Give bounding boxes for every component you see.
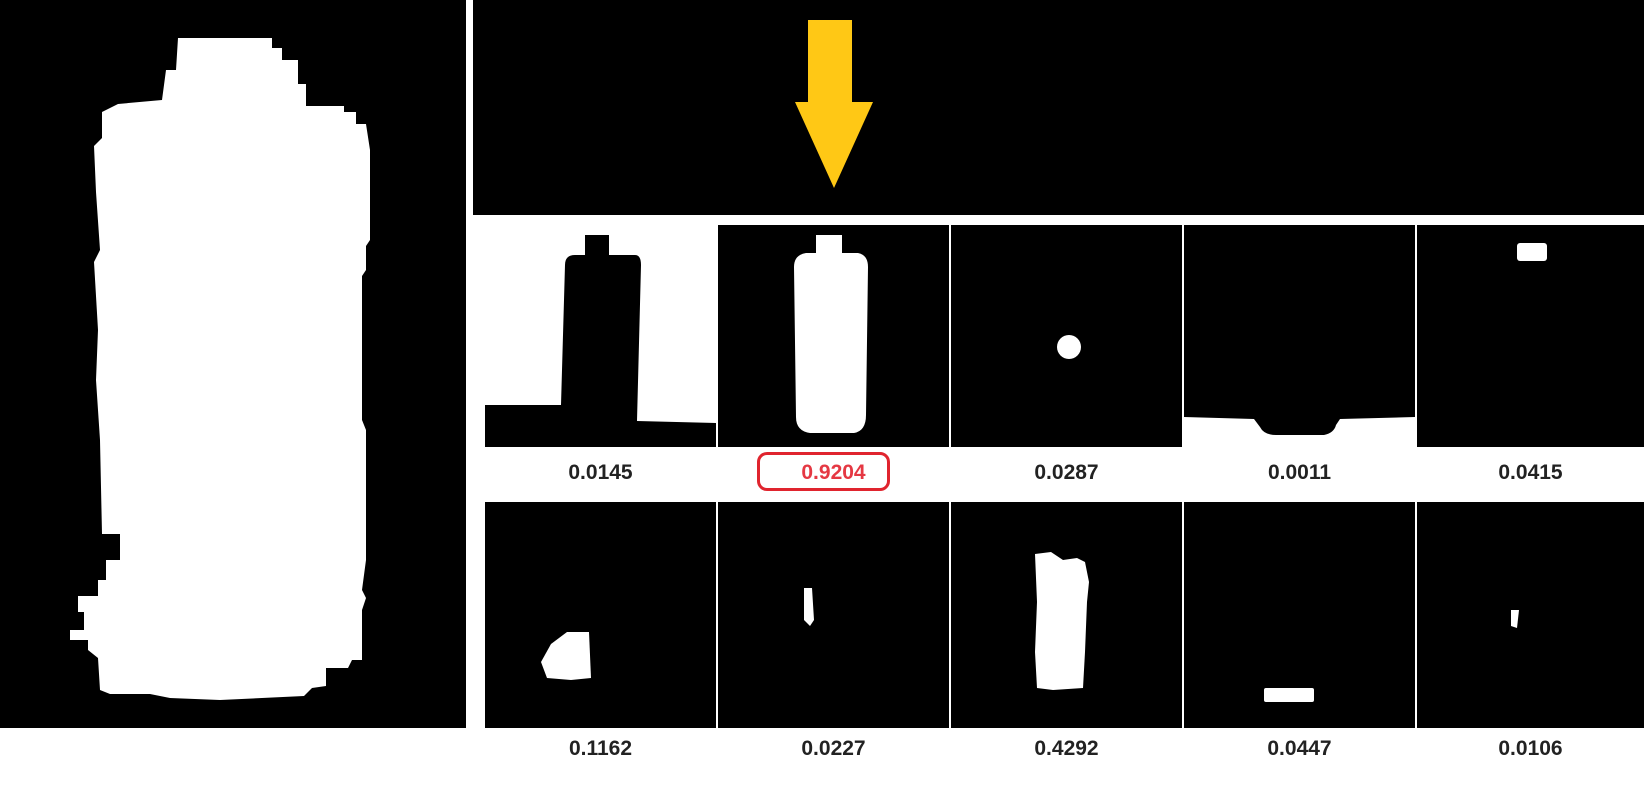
score-r1-4: 0.0011 — [1267, 461, 1332, 484]
yellow-arrow-icon — [795, 20, 873, 188]
candidate-mask-10 — [1417, 502, 1644, 728]
candidate-mask-9 — [1184, 502, 1415, 728]
candidate-mask-1 — [485, 225, 716, 447]
candidate-mask-8 — [951, 502, 1182, 728]
query-mask-panel — [0, 0, 466, 728]
highlight-box — [757, 452, 890, 491]
candidate-mask-2 — [718, 225, 949, 447]
score-r1-2: 0.9204 — [801, 461, 866, 484]
score-r1-5: 0.0415 — [1498, 461, 1563, 484]
top-banner-panel — [473, 0, 1644, 215]
score-r2-4: 0.0447 — [1267, 737, 1332, 760]
score-r2-2: 0.0227 — [801, 737, 866, 760]
score-r2-3: 0.4292 — [1034, 737, 1099, 760]
score-r2-5: 0.0106 — [1498, 737, 1563, 760]
score-r1-1: 0.0145 — [568, 461, 633, 484]
query-mask-shape — [70, 38, 370, 700]
score-r2-1: 0.1162 — [568, 737, 633, 760]
candidate-mask-7 — [718, 502, 949, 728]
candidate-mask-3 — [951, 225, 1182, 447]
candidate-mask-6 — [485, 502, 716, 728]
candidate-mask-5 — [1417, 225, 1644, 447]
score-r1-3: 0.0287 — [1034, 461, 1099, 484]
candidate-mask-4 — [1184, 225, 1415, 447]
